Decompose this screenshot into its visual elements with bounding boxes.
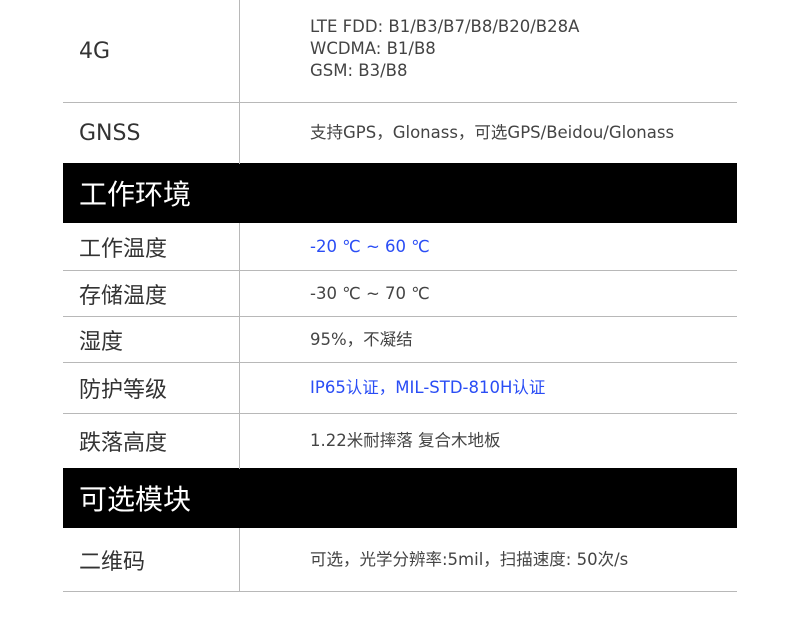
spec-label: 存储温度 [79, 283, 168, 309]
spec-row: 二维码 可选，光学分辨率:5mil，扫描速度: 50次/s [63, 528, 737, 592]
spec-value-line: WCDMA: B1/B8 [310, 39, 436, 58]
spec-value: 可选，光学分辨率:5mil，扫描速度: 50次/s [310, 549, 629, 569]
column-divider [239, 223, 240, 271]
spec-label: 防护等级 [79, 378, 168, 403]
spec-label: GNSS [79, 120, 141, 146]
section-header: 可选模块 [63, 468, 737, 528]
spec-value-line: 支持GPS，Glonass，可选GPS/Beidou/Glonass [310, 123, 675, 142]
spec-table: 4G LTE FDD: B1/B3/B7/B8/B20/B28A WCDMA: … [63, 0, 737, 592]
spec-row-4g: 4G LTE FDD: B1/B3/B7/B8/B20/B28A WCDMA: … [63, 0, 737, 103]
spec-row: 存储温度 -30 ℃ ~ 70 ℃ [63, 271, 737, 317]
column-divider [239, 414, 240, 469]
spec-label: 4G [79, 38, 111, 64]
spec-value: 1.22米耐摔落 复合木地板 [310, 431, 501, 450]
spec-value: LTE FDD: B1/B3/B7/B8/B20/B28A WCDMA: B1/… [310, 0, 579, 102]
spec-value: IP65认证，MIL-STD-810H认证 [310, 378, 546, 397]
spec-row-gnss: GNSS 支持GPS，Glonass，可选GPS/Beidou/Glonass [63, 103, 737, 164]
spec-row: 防护等级 IP65认证，MIL-STD-810H认证 [63, 363, 737, 414]
column-divider [239, 0, 240, 103]
column-divider [239, 103, 240, 164]
section-header: 工作环境 [63, 163, 737, 223]
column-divider [239, 528, 240, 592]
spec-row: 跌落高度 1.22米耐摔落 复合木地板 [63, 414, 737, 469]
spec-row: 湿度 95%，不凝结 [63, 317, 737, 363]
spec-value: 95%，不凝结 [310, 329, 413, 349]
spec-label: 工作温度 [79, 236, 168, 262]
spec-row: 工作温度 -20 ℃ ~ 60 ℃ [63, 223, 737, 271]
spec-label: 湿度 [79, 329, 124, 355]
spec-value: -30 ℃ ~ 70 ℃ [310, 283, 430, 303]
spec-value-line: LTE FDD: B1/B3/B7/B8/B20/B28A [310, 17, 580, 36]
spec-value-line: GSM: B3/B8 [310, 61, 408, 80]
spec-label: 二维码 [79, 549, 146, 575]
column-divider [239, 271, 240, 317]
column-divider [239, 363, 240, 414]
spec-label: 跌落高度 [79, 431, 168, 456]
spec-value: 支持GPS，Glonass，可选GPS/Beidou/Glonass [310, 103, 674, 163]
spec-value: -20 ℃ ~ 60 ℃ [310, 236, 430, 256]
column-divider [239, 317, 240, 363]
